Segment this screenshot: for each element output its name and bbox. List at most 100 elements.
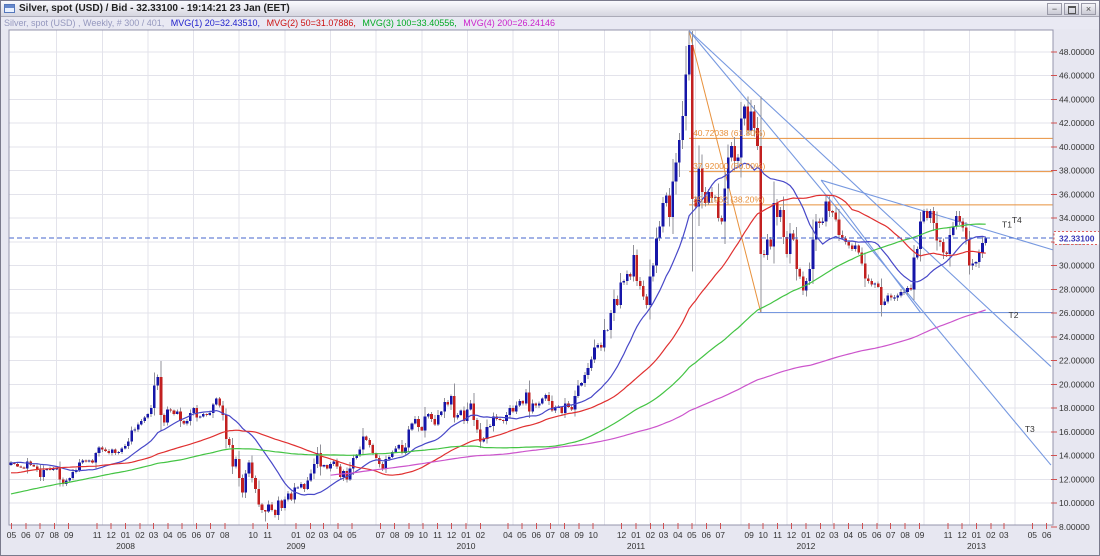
svg-text:03: 03 — [829, 530, 839, 540]
svg-text:07: 07 — [546, 530, 556, 540]
svg-text:09: 09 — [915, 530, 925, 540]
svg-text:8.00000: 8.00000 — [1059, 522, 1090, 532]
svg-text:05: 05 — [687, 530, 697, 540]
svg-text:08: 08 — [220, 530, 230, 540]
mvg1-legend: MVG(1) 20=32.43510, — [170, 18, 261, 28]
svg-text:05: 05 — [7, 530, 17, 540]
svg-text:03: 03 — [659, 530, 669, 540]
svg-text:02: 02 — [816, 530, 826, 540]
svg-text:08: 08 — [560, 530, 570, 540]
fibonacci-retracement — [688, 30, 1053, 313]
chart-legend-bar: Silver, spot (USD) , Weekly, # 300 / 401… — [1, 17, 1099, 29]
candlesticks — [9, 30, 988, 522]
svg-text:22.00000: 22.00000 — [1059, 356, 1095, 366]
svg-text:06: 06 — [872, 530, 882, 540]
svg-text:2010: 2010 — [457, 541, 476, 551]
mvg-20-line — [11, 162, 986, 496]
svg-text:02: 02 — [986, 530, 996, 540]
mvg4-legend: MVG(4) 200=26.24146 — [463, 18, 556, 28]
window-controls: − × — [1047, 3, 1096, 15]
svg-text:03: 03 — [319, 530, 329, 540]
current-price-tag: 32.33100 — [1053, 231, 1099, 245]
svg-text:48.00000: 48.00000 — [1059, 47, 1095, 57]
svg-text:10.00000: 10.00000 — [1059, 498, 1095, 508]
svg-text:07: 07 — [716, 530, 726, 540]
svg-text:07: 07 — [886, 530, 896, 540]
svg-text:12: 12 — [617, 530, 627, 540]
svg-text:2012: 2012 — [797, 541, 816, 551]
svg-text:20.00000: 20.00000 — [1059, 379, 1095, 389]
svg-text:06: 06 — [1042, 530, 1052, 540]
svg-text:06: 06 — [702, 530, 712, 540]
svg-text:24.00000: 24.00000 — [1059, 332, 1095, 342]
svg-text:T3: T3 — [1025, 424, 1035, 434]
svg-text:08: 08 — [900, 530, 910, 540]
mvg3-legend: MVG(3) 100=33.40556, — [362, 18, 457, 28]
svg-text:07: 07 — [206, 530, 216, 540]
chart-plot-area[interactable]: 40.72038 (61.80%) 37.92000 (50.00%) 35.119… — [1, 29, 1099, 555]
svg-text:04: 04 — [333, 530, 343, 540]
svg-text:37.92000 (50.00%): 37.92000 (50.00%) — [693, 161, 765, 171]
close-button[interactable]: × — [1081, 3, 1096, 15]
svg-text:01: 01 — [801, 530, 811, 540]
title-bar[interactable]: Silver, spot (USD) / Bid - 32.33100 - 19… — [1, 1, 1099, 17]
restore-button[interactable] — [1064, 3, 1079, 15]
svg-text:04: 04 — [673, 530, 683, 540]
svg-text:10: 10 — [758, 530, 768, 540]
gridlines — [9, 30, 1053, 525]
svg-text:34.00000: 34.00000 — [1059, 213, 1095, 223]
svg-text:05: 05 — [1028, 530, 1038, 540]
svg-text:11: 11 — [773, 530, 782, 540]
mvg-200-line — [330, 309, 986, 476]
svg-text:12: 12 — [106, 530, 116, 540]
svg-text:06: 06 — [192, 530, 202, 540]
svg-text:2009: 2009 — [287, 541, 306, 551]
svg-text:01: 01 — [631, 530, 641, 540]
mvg-100-line — [10, 223, 986, 495]
svg-text:05: 05 — [177, 530, 187, 540]
svg-text:06: 06 — [21, 530, 31, 540]
svg-text:28.00000: 28.00000 — [1059, 284, 1095, 294]
mvg-50-line — [11, 194, 986, 476]
svg-text:32.33100: 32.33100 — [1059, 234, 1095, 244]
svg-text:07: 07 — [376, 530, 386, 540]
svg-text:01: 01 — [291, 530, 301, 540]
svg-text:40.72038 (61.80%): 40.72038 (61.80%) — [693, 128, 765, 138]
svg-text:T1: T1 — [1002, 220, 1012, 230]
trendlines — [688, 30, 1055, 466]
svg-text:10: 10 — [588, 530, 598, 540]
svg-text:10: 10 — [248, 530, 258, 540]
restore-icon — [1067, 6, 1076, 14]
mvg2-legend: MVG(2) 50=31.07886, — [266, 18, 356, 28]
svg-text:2011: 2011 — [627, 541, 646, 551]
minimize-button[interactable]: − — [1047, 3, 1062, 15]
svg-text:11: 11 — [263, 530, 272, 540]
svg-text:42.00000: 42.00000 — [1059, 118, 1095, 128]
svg-text:03: 03 — [999, 530, 1009, 540]
svg-text:04: 04 — [844, 530, 854, 540]
svg-text:38.00000: 38.00000 — [1059, 166, 1095, 176]
svg-text:16.00000: 16.00000 — [1059, 427, 1095, 437]
svg-text:08: 08 — [50, 530, 60, 540]
svg-text:12: 12 — [957, 530, 967, 540]
svg-text:04: 04 — [163, 530, 173, 540]
window-icon — [4, 4, 15, 13]
svg-text:12: 12 — [787, 530, 797, 540]
window-title: Silver, spot (USD) / Bid - 32.33100 - 19… — [19, 3, 290, 14]
svg-text:02: 02 — [476, 530, 486, 540]
svg-text:09: 09 — [64, 530, 74, 540]
svg-text:06: 06 — [532, 530, 542, 540]
svg-text:44.00000: 44.00000 — [1059, 94, 1095, 104]
svg-text:01: 01 — [461, 530, 471, 540]
svg-text:03: 03 — [149, 530, 159, 540]
svg-text:30.00000: 30.00000 — [1059, 261, 1095, 271]
svg-text:01: 01 — [121, 530, 131, 540]
svg-text:11: 11 — [944, 530, 953, 540]
svg-text:09: 09 — [744, 530, 754, 540]
svg-text:2008: 2008 — [116, 541, 135, 551]
svg-text:12: 12 — [447, 530, 457, 540]
svg-text:04: 04 — [503, 530, 513, 540]
svg-text:05: 05 — [517, 530, 527, 540]
